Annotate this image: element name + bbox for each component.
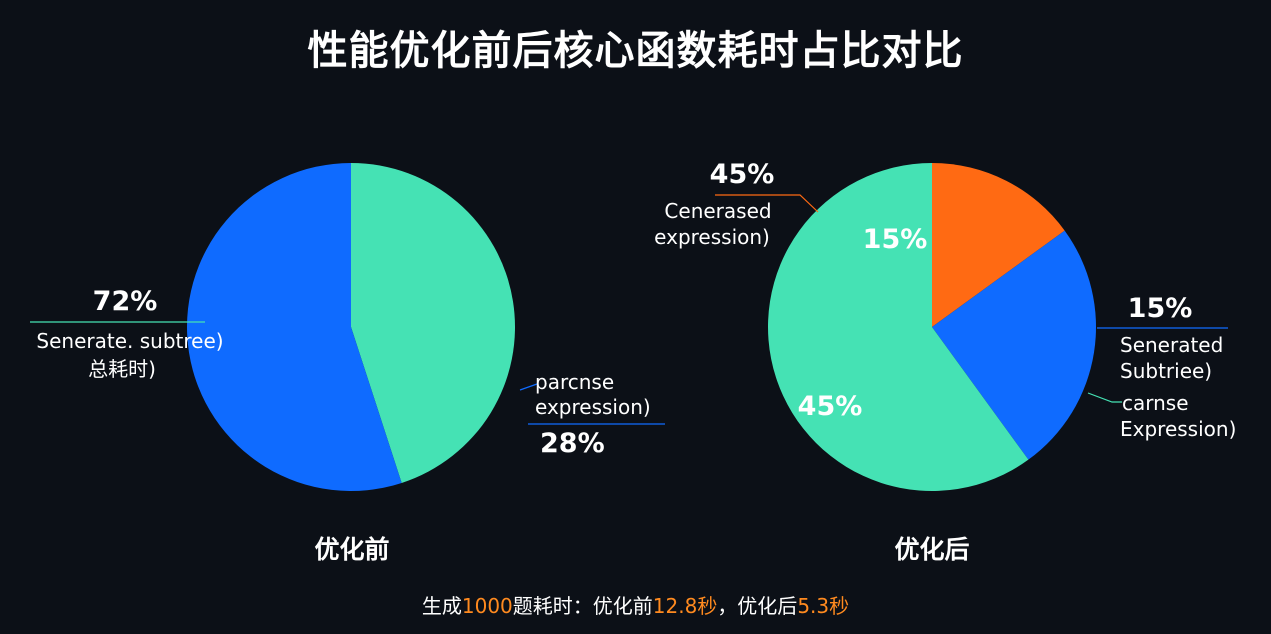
slice-inner-pct-label: 15% bbox=[863, 224, 928, 255]
slice-label-line: Senerated bbox=[1120, 333, 1223, 357]
footer-summary: 生成1000题耗时：优化前12.8秒，优化后5.3秒 bbox=[0, 590, 1271, 619]
leader-line-after-orange bbox=[715, 194, 819, 213]
slice-label-line: expression) bbox=[654, 225, 770, 249]
pie-before bbox=[186, 163, 515, 491]
slice-label-line: Senerate. subtree) bbox=[36, 329, 223, 353]
slice-label-line: Expression) bbox=[1120, 417, 1236, 441]
slice-label-line: Cenerased bbox=[664, 199, 771, 223]
slice-label-line: carnse bbox=[1122, 391, 1189, 415]
footer-text: 生成 bbox=[421, 594, 462, 618]
pie-subtitle-before: 优化前 bbox=[314, 535, 389, 564]
pie-slice bbox=[767, 163, 1029, 491]
footer-after-time: 5.3秒 bbox=[797, 594, 850, 618]
footer-text: ，优化后 bbox=[717, 594, 798, 618]
footer-before-time: 12.8秒 bbox=[652, 594, 718, 618]
pie-subtitle-after: 优化后 bbox=[894, 535, 969, 564]
slice-pct-label: 15% bbox=[1128, 293, 1193, 324]
pie-slice bbox=[932, 230, 1096, 460]
slice-inner-pct-label: 45% bbox=[798, 391, 863, 422]
slice-label-line: 总耗时) bbox=[88, 357, 156, 381]
pie-slice bbox=[932, 163, 1065, 327]
pie-slice bbox=[351, 163, 515, 483]
slice-label-line: parcnse bbox=[535, 370, 614, 394]
pie-after bbox=[767, 163, 1096, 491]
pie-slice bbox=[186, 163, 402, 491]
slice-pct-label: 72% bbox=[93, 286, 158, 317]
slice-label-line: Subtriee) bbox=[1120, 359, 1212, 383]
leader-line-before-blue bbox=[519, 383, 538, 391]
leader-lines bbox=[30, 194, 1228, 425]
footer-count: 1000 bbox=[461, 594, 513, 618]
slice-label-line: expression) bbox=[535, 395, 651, 419]
chart-title: 性能优化前后核心函数耗时占比对比 bbox=[307, 28, 964, 74]
leader-line-after-green bbox=[1087, 392, 1122, 403]
slice-pct-label: 28% bbox=[540, 428, 605, 459]
footer-text: 题耗时：优化前 bbox=[512, 594, 653, 618]
slice-pct-label: 45% bbox=[710, 159, 775, 190]
